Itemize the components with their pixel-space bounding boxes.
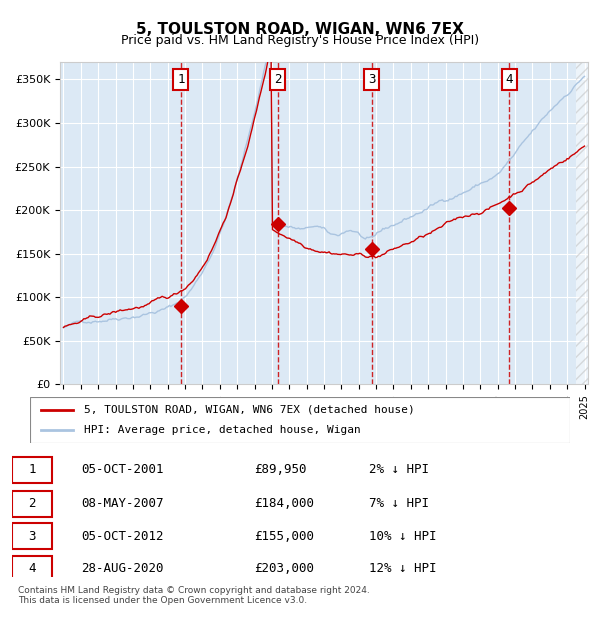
Text: 2: 2 xyxy=(28,497,36,510)
Text: 4: 4 xyxy=(28,562,36,575)
FancyBboxPatch shape xyxy=(30,397,570,443)
Text: Price paid vs. HM Land Registry's House Price Index (HPI): Price paid vs. HM Land Registry's House … xyxy=(121,34,479,47)
FancyBboxPatch shape xyxy=(12,457,52,483)
Text: 05-OCT-2012: 05-OCT-2012 xyxy=(81,529,164,542)
Text: 10% ↓ HPI: 10% ↓ HPI xyxy=(369,529,437,542)
Text: HPI: Average price, detached house, Wigan: HPI: Average price, detached house, Wiga… xyxy=(84,425,361,435)
Text: 2: 2 xyxy=(274,73,282,86)
FancyBboxPatch shape xyxy=(12,523,52,549)
Text: 3: 3 xyxy=(28,529,36,542)
Text: 4: 4 xyxy=(505,73,513,86)
Text: £203,000: £203,000 xyxy=(254,562,314,575)
Text: 5, TOULSTON ROAD, WIGAN, WN6 7EX (detached house): 5, TOULSTON ROAD, WIGAN, WN6 7EX (detach… xyxy=(84,405,415,415)
Text: 2% ↓ HPI: 2% ↓ HPI xyxy=(369,463,429,476)
Text: £184,000: £184,000 xyxy=(254,497,314,510)
Text: 28-AUG-2020: 28-AUG-2020 xyxy=(81,562,164,575)
Text: £155,000: £155,000 xyxy=(254,529,314,542)
Text: 1: 1 xyxy=(177,73,185,86)
Text: 3: 3 xyxy=(368,73,376,86)
Bar xyxy=(576,62,588,384)
Text: 7% ↓ HPI: 7% ↓ HPI xyxy=(369,497,429,510)
FancyBboxPatch shape xyxy=(12,490,52,516)
Text: 5, TOULSTON ROAD, WIGAN, WN6 7EX: 5, TOULSTON ROAD, WIGAN, WN6 7EX xyxy=(136,22,464,37)
Text: 08-MAY-2007: 08-MAY-2007 xyxy=(81,497,164,510)
Text: £89,950: £89,950 xyxy=(254,463,307,476)
Text: 12% ↓ HPI: 12% ↓ HPI xyxy=(369,562,437,575)
Text: 05-OCT-2001: 05-OCT-2001 xyxy=(81,463,164,476)
Text: 1: 1 xyxy=(28,463,36,476)
Text: Contains HM Land Registry data © Crown copyright and database right 2024.
This d: Contains HM Land Registry data © Crown c… xyxy=(18,586,370,605)
FancyBboxPatch shape xyxy=(12,556,52,582)
